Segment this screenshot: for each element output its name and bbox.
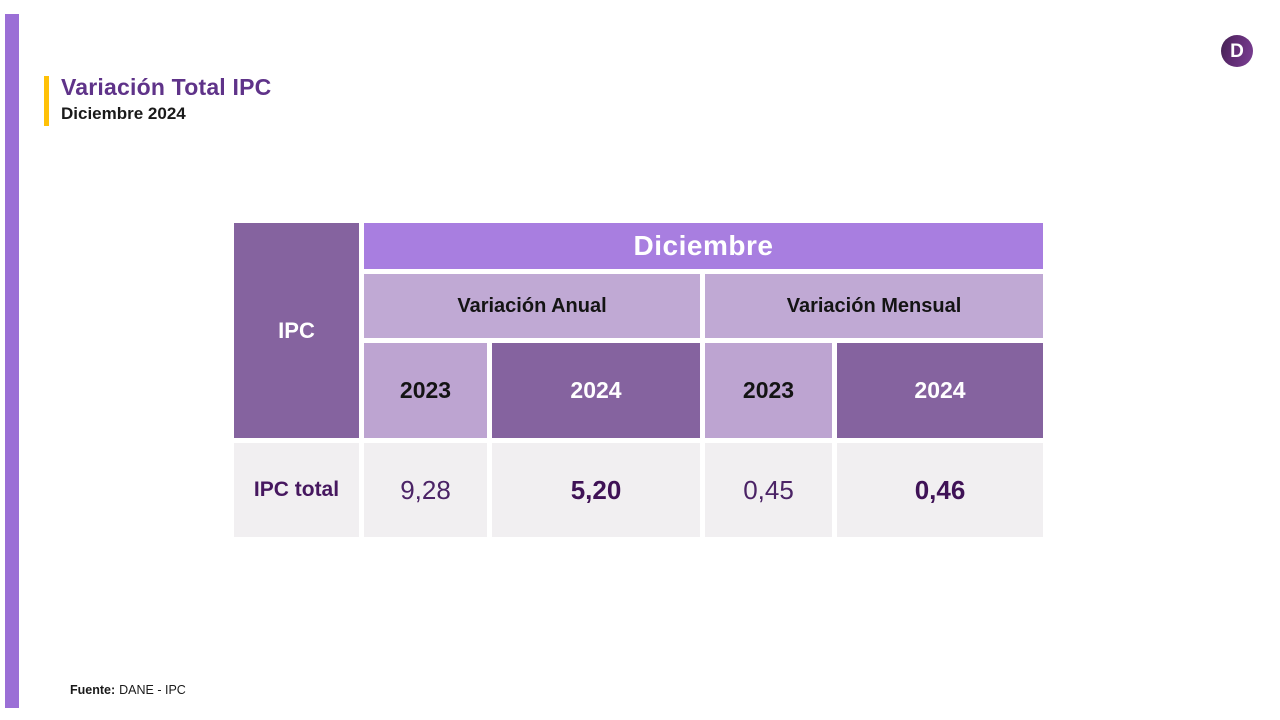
left-accent-bar	[5, 14, 19, 708]
table-group-header-anual: Variación Anual	[364, 274, 700, 338]
slide-header: Variación Total IPC Diciembre 2024	[44, 74, 271, 126]
dane-logo-icon: D	[1221, 35, 1253, 67]
table-value-mensual-2023: 0,45	[705, 443, 832, 537]
table-year-header-anual-2023: 2023	[364, 343, 487, 438]
source-value: DANE - IPC	[119, 683, 186, 697]
table-group-header-mensual: Variación Mensual	[705, 274, 1043, 338]
page-subtitle: Diciembre 2024	[61, 104, 186, 124]
page-title: Variación Total IPC	[61, 74, 272, 100]
table-year-header-mensual-2023: 2023	[705, 343, 832, 438]
table-value-mensual-2024: 0,46	[837, 443, 1043, 537]
table-month-header: Diciembre	[364, 223, 1043, 269]
table-year-header-mensual-2024: 2024	[837, 343, 1043, 438]
dane-logo-letter: D	[1230, 40, 1244, 62]
ipc-variation-table: IPC Diciembre Variación Anual Variación …	[234, 223, 1043, 537]
table-value-anual-2024: 5,20	[492, 443, 700, 537]
source-label: Fuente:	[70, 683, 116, 697]
source-note: Fuente: DANE - IPC	[70, 683, 186, 697]
title-accent-rule	[44, 76, 49, 126]
table-corner-header: IPC	[234, 223, 359, 438]
table-year-header-anual-2024: 2024	[492, 343, 700, 438]
table-row-label: IPC total	[234, 443, 359, 537]
table-value-anual-2023: 9,28	[364, 443, 487, 537]
